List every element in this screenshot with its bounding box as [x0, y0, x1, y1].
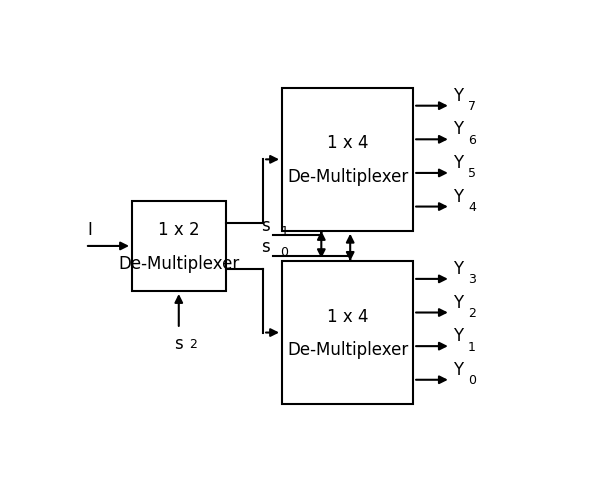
Text: 0: 0 [281, 245, 289, 258]
Text: De-Multiplexer: De-Multiplexer [287, 168, 408, 186]
Text: De-Multiplexer: De-Multiplexer [118, 254, 240, 272]
Text: 1 x 2: 1 x 2 [158, 221, 200, 239]
Text: Y: Y [453, 260, 463, 278]
Text: Y: Y [453, 154, 463, 172]
Bar [132, 202, 226, 291]
Text: De-Multiplexer: De-Multiplexer [287, 341, 408, 359]
Text: 2: 2 [189, 338, 197, 351]
Text: Y: Y [453, 326, 463, 345]
Text: 5: 5 [468, 167, 476, 180]
Text: s: s [261, 237, 270, 255]
Text: 4: 4 [468, 201, 476, 214]
Text: s: s [174, 335, 183, 353]
Text: Y: Y [453, 360, 463, 378]
Text: I: I [87, 221, 92, 239]
Bar [282, 89, 413, 231]
Text: 7: 7 [468, 100, 476, 113]
Text: 1 x 4: 1 x 4 [327, 134, 368, 152]
Text: Y: Y [453, 187, 463, 205]
Text: 3: 3 [468, 273, 476, 285]
Text: 2: 2 [468, 306, 476, 319]
Text: 0: 0 [468, 373, 476, 386]
Text: 1: 1 [281, 224, 289, 237]
Bar [282, 262, 413, 404]
Text: 6: 6 [468, 133, 476, 146]
Text: Y: Y [453, 120, 463, 138]
Text: 1 x 4: 1 x 4 [327, 307, 368, 325]
Text: s: s [261, 216, 270, 234]
Text: Y: Y [453, 87, 463, 104]
Text: 1: 1 [468, 340, 476, 353]
Text: Y: Y [453, 293, 463, 311]
